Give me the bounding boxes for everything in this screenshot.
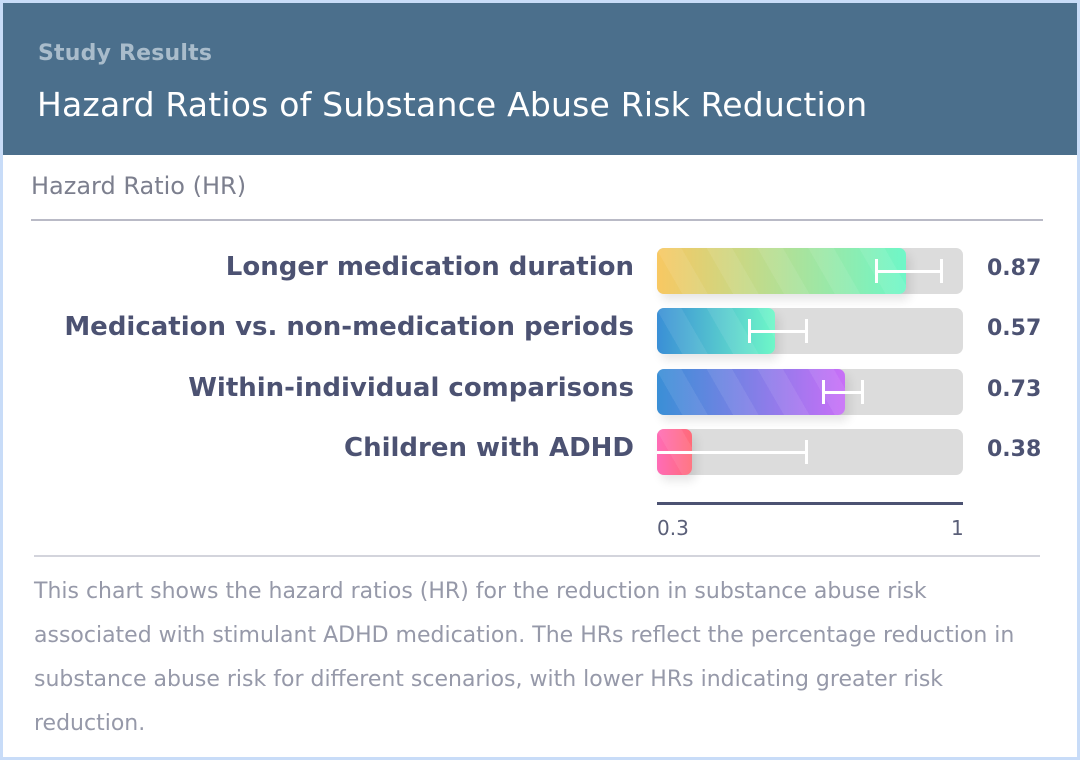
error-bar-cap xyxy=(804,440,808,464)
bar-pattern xyxy=(657,369,845,415)
error-bar xyxy=(657,451,806,454)
error-bar-cap xyxy=(874,259,878,283)
error-bar-cap xyxy=(747,319,751,343)
error-bar xyxy=(823,391,863,394)
x-tick-label: 0.3 xyxy=(657,516,689,540)
error-bar-cap xyxy=(861,380,865,404)
category-label: Medication vs. non-medication periods xyxy=(64,312,634,342)
header-kicker: Study Results xyxy=(38,41,213,66)
x-tick-label: 1 xyxy=(951,516,964,540)
card-header: Study Results Hazard Ratios of Substance… xyxy=(3,3,1077,155)
bar-pattern xyxy=(657,248,907,294)
value-label: 0.38 xyxy=(987,437,1042,462)
divider-bottom xyxy=(34,555,1040,557)
category-label: Longer medication duration xyxy=(225,252,634,282)
axis-title: Hazard Ratio (HR) xyxy=(31,172,247,200)
error-bar-cap xyxy=(940,259,944,283)
bar[interactable] xyxy=(657,248,907,294)
category-label: Within-individual comparisons xyxy=(188,373,634,403)
error-bar xyxy=(875,270,942,273)
error-bar-cap xyxy=(822,380,826,404)
value-label: 0.87 xyxy=(987,256,1042,281)
x-axis-line xyxy=(657,502,963,505)
chart-description: This chart shows the hazard ratios (HR) … xyxy=(34,579,1015,736)
error-bar xyxy=(748,330,806,333)
value-label: 0.57 xyxy=(987,316,1042,341)
chart-title: Hazard Ratios of Substance Abuse Risk Re… xyxy=(37,85,868,124)
divider-top xyxy=(31,219,1043,221)
value-label: 0.73 xyxy=(987,377,1042,402)
error-bar-cap xyxy=(804,319,808,343)
category-label: Children with ADHD xyxy=(343,433,634,463)
bar[interactable] xyxy=(657,369,845,415)
